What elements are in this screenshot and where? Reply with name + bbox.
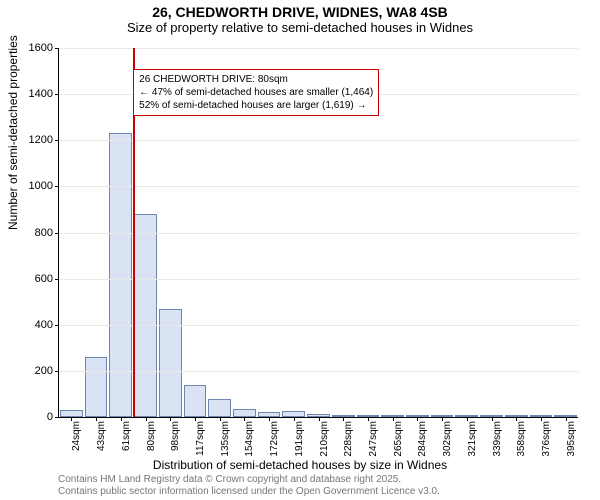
annotation-box: 26 CHEDWORTH DRIVE: 80sqm← 47% of semi-d… — [133, 69, 379, 116]
xtick-label: 61sqm — [121, 421, 132, 451]
bar — [85, 357, 108, 417]
annotation-line: 52% of semi-detached houses are larger (… — [139, 99, 373, 112]
xtick-label: 210sqm — [319, 421, 330, 457]
gridline — [59, 186, 578, 187]
credits-line-1: Contains HM Land Registry data © Crown c… — [58, 474, 440, 486]
ytick-label: 600 — [35, 273, 53, 285]
ytick-mark — [55, 94, 59, 95]
bar — [208, 399, 231, 417]
gridline — [59, 48, 578, 49]
bar — [184, 385, 207, 417]
ytick-mark — [55, 48, 59, 49]
x-axis-label: Distribution of semi-detached houses by … — [0, 458, 600, 472]
xtick-label: 339sqm — [492, 421, 503, 457]
ytick-label: 1200 — [29, 134, 53, 146]
xtick-label: 191sqm — [294, 421, 305, 457]
xtick-label: 135sqm — [220, 421, 231, 457]
xtick-label: 284sqm — [417, 421, 428, 457]
ytick-mark — [55, 279, 59, 280]
ytick-mark — [55, 371, 59, 372]
ytick-mark — [55, 233, 59, 234]
title-block: 26, CHEDWORTH DRIVE, WIDNES, WA8 4SB Siz… — [0, 0, 600, 35]
xtick-label: 80sqm — [146, 421, 157, 451]
ytick-label: 0 — [47, 411, 53, 423]
ytick-mark — [55, 186, 59, 187]
ytick-label: 800 — [35, 227, 53, 239]
xtick-label: 321sqm — [467, 421, 478, 457]
annotation-line: 26 CHEDWORTH DRIVE: 80sqm — [139, 73, 373, 86]
xtick-label: 172sqm — [269, 421, 280, 457]
page-subtitle: Size of property relative to semi-detach… — [0, 20, 600, 35]
gridline — [59, 140, 578, 141]
ytick-label: 400 — [35, 319, 53, 331]
xtick-label: 247sqm — [368, 421, 379, 457]
ytick-label: 1400 — [29, 88, 53, 100]
credits: Contains HM Land Registry data © Crown c… — [58, 474, 440, 498]
gridline — [59, 279, 578, 280]
bar — [233, 409, 256, 417]
xtick-label: 358sqm — [516, 421, 527, 457]
xtick-label: 228sqm — [343, 421, 354, 457]
ytick-label: 1000 — [29, 180, 53, 192]
xtick-label: 302sqm — [442, 421, 453, 457]
ytick-label: 1600 — [29, 42, 53, 54]
y-axis-label: Number of semi-detached properties — [6, 35, 20, 230]
chart-root: 26, CHEDWORTH DRIVE, WIDNES, WA8 4SB Siz… — [0, 0, 600, 500]
bar — [109, 133, 132, 417]
gridline — [59, 233, 578, 234]
xtick-label: 43sqm — [96, 421, 107, 451]
xtick-label: 117sqm — [195, 421, 206, 456]
gridline — [59, 325, 578, 326]
ytick-mark — [55, 325, 59, 326]
xtick-label: 98sqm — [170, 421, 181, 451]
ytick-mark — [55, 417, 59, 418]
chart-inner: 0200400600800100012001400160024sqm43sqm6… — [58, 48, 578, 418]
ytick-mark — [55, 140, 59, 141]
ytick-label: 200 — [35, 365, 53, 377]
xtick-label: 265sqm — [393, 421, 404, 457]
xtick-label: 154sqm — [244, 421, 255, 457]
xtick-label: 395sqm — [566, 421, 577, 457]
plot-area: 0200400600800100012001400160024sqm43sqm6… — [58, 48, 578, 418]
xtick-label: 24sqm — [71, 421, 82, 451]
xtick-label: 376sqm — [541, 421, 552, 457]
bar — [134, 214, 157, 417]
annotation-line: ← 47% of semi-detached houses are smalle… — [139, 86, 373, 99]
bar — [60, 410, 83, 417]
credits-line-2: Contains public sector information licen… — [58, 486, 440, 498]
gridline — [59, 371, 578, 372]
page-title: 26, CHEDWORTH DRIVE, WIDNES, WA8 4SB — [0, 4, 600, 20]
